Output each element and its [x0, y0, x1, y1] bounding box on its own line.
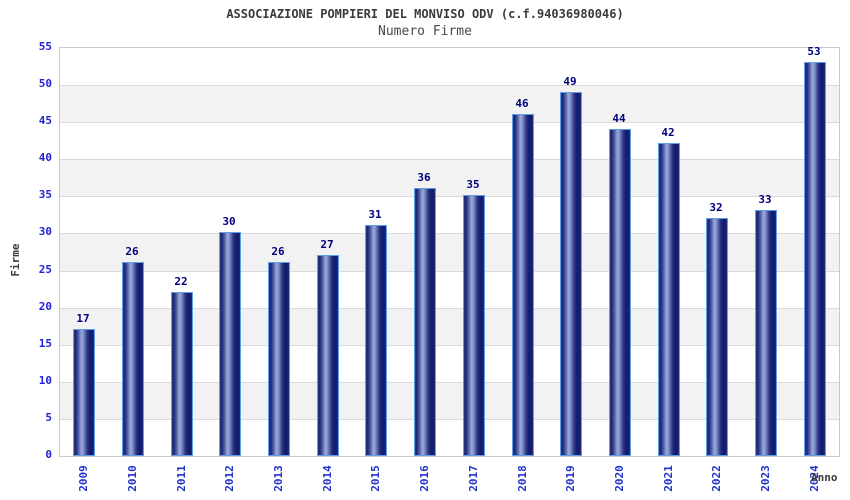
- y-tick-label: 25: [38, 263, 52, 276]
- bar-2014: [317, 255, 339, 456]
- gridline: [60, 159, 839, 160]
- x-tick-label: 2018: [500, 457, 544, 499]
- bar-2018: [512, 114, 534, 456]
- x-tick-label-text: 2022: [709, 464, 723, 492]
- gridline: [60, 122, 839, 123]
- x-tick-label: 2010: [110, 457, 154, 499]
- x-tick-label: 2012: [207, 457, 251, 499]
- x-tick-label: 2013: [256, 457, 300, 499]
- x-tick-label: 2020: [597, 457, 641, 499]
- chart-title: ASSOCIAZIONE POMPIERI DEL MONVISO ODV (c…: [226, 7, 624, 21]
- x-tick-label-text: 2009: [76, 464, 90, 492]
- bar-value-label: 49: [563, 75, 577, 88]
- bar-2016: [414, 188, 436, 456]
- x-tick-label: 2023: [743, 457, 787, 499]
- x-tick-label-text: 2020: [612, 464, 626, 492]
- x-tick-label: 2016: [402, 457, 446, 499]
- bar-value-label: 53: [807, 45, 821, 58]
- gridline: [60, 271, 839, 272]
- x-axis-title: Anno: [811, 471, 838, 484]
- bar-2013: [268, 262, 290, 456]
- bar-2009: [73, 329, 95, 456]
- bar-2024: [804, 62, 826, 456]
- bar-value-label: 46: [515, 97, 529, 110]
- bar-2022: [706, 218, 728, 456]
- bar-2019: [560, 92, 582, 456]
- y-axis-title: Firme: [9, 243, 22, 277]
- x-tick-label-text: 2017: [466, 464, 480, 492]
- bar-value-label: 27: [320, 238, 334, 251]
- x-tick-label: 2017: [451, 457, 495, 499]
- bar-value-label: 33: [758, 193, 772, 206]
- x-tick-label-text: 2018: [515, 464, 529, 492]
- y-tick-label: 30: [38, 225, 52, 238]
- gridline: [60, 345, 839, 346]
- bar-value-label: 30: [222, 215, 236, 228]
- bar-value-label: 42: [661, 126, 675, 139]
- y-tick-label: 20: [38, 300, 52, 313]
- x-tick-label: 2014: [305, 457, 349, 499]
- x-tick-label: 2021: [646, 457, 690, 499]
- bar-value-label: 26: [125, 245, 139, 258]
- y-tick-label: 40: [38, 151, 52, 164]
- x-tick-label: 2022: [694, 457, 738, 499]
- bar-2020: [609, 129, 631, 456]
- x-tick-label-text: 2014: [320, 464, 334, 492]
- bar-value-label: 35: [466, 178, 480, 191]
- x-tick-label-text: 2010: [125, 464, 139, 492]
- bar-2011: [171, 292, 193, 456]
- y-tick-label: 45: [38, 114, 52, 127]
- x-tick-label: 2015: [353, 457, 397, 499]
- plot-area: [59, 47, 840, 457]
- bar-value-label: 31: [368, 208, 382, 221]
- bar-2021: [658, 143, 680, 456]
- chart-subtitle: Numero Firme: [378, 24, 472, 39]
- y-tick-label: 15: [38, 337, 52, 350]
- bar-2015: [365, 225, 387, 456]
- plot-band: [60, 85, 839, 123]
- gridline: [60, 196, 839, 197]
- bar-value-label: 17: [76, 312, 90, 325]
- x-tick-label: 2011: [159, 457, 203, 499]
- gridline: [60, 85, 839, 86]
- bar-value-label: 26: [271, 245, 285, 258]
- x-tick-label-text: 2019: [563, 464, 577, 492]
- bar-2023: [755, 210, 777, 456]
- gridline: [60, 382, 839, 383]
- bar-value-label: 32: [709, 201, 723, 214]
- x-tick-label-text: 2023: [758, 464, 772, 492]
- y-tick-label: 50: [38, 77, 52, 90]
- gridline: [60, 419, 839, 420]
- plot-band: [60, 159, 839, 197]
- x-tick-label-text: 2012: [222, 464, 236, 492]
- y-tick-label: 10: [38, 374, 52, 387]
- y-tick-label: 0: [45, 448, 52, 461]
- x-tick-label-text: 2013: [271, 464, 285, 492]
- x-tick-label-text: 2021: [661, 464, 675, 492]
- bar-2010: [122, 262, 144, 456]
- gridline: [60, 233, 839, 234]
- x-tick-label-text: 2015: [368, 464, 382, 492]
- gridline: [60, 308, 839, 309]
- bar-2017: [463, 195, 485, 456]
- bar-2012: [219, 232, 241, 456]
- y-tick-label: 35: [38, 188, 52, 201]
- x-tick-label: 2019: [548, 457, 592, 499]
- bar-value-label: 22: [174, 275, 188, 288]
- y-tick-label: 5: [45, 411, 52, 424]
- bar-value-label: 36: [417, 171, 431, 184]
- x-tick-label: 2009: [61, 457, 105, 499]
- bar-value-label: 44: [612, 112, 626, 125]
- y-tick-label: 55: [38, 40, 52, 53]
- x-tick-label-text: 2016: [417, 464, 431, 492]
- x-tick-label-text: 2011: [174, 464, 188, 492]
